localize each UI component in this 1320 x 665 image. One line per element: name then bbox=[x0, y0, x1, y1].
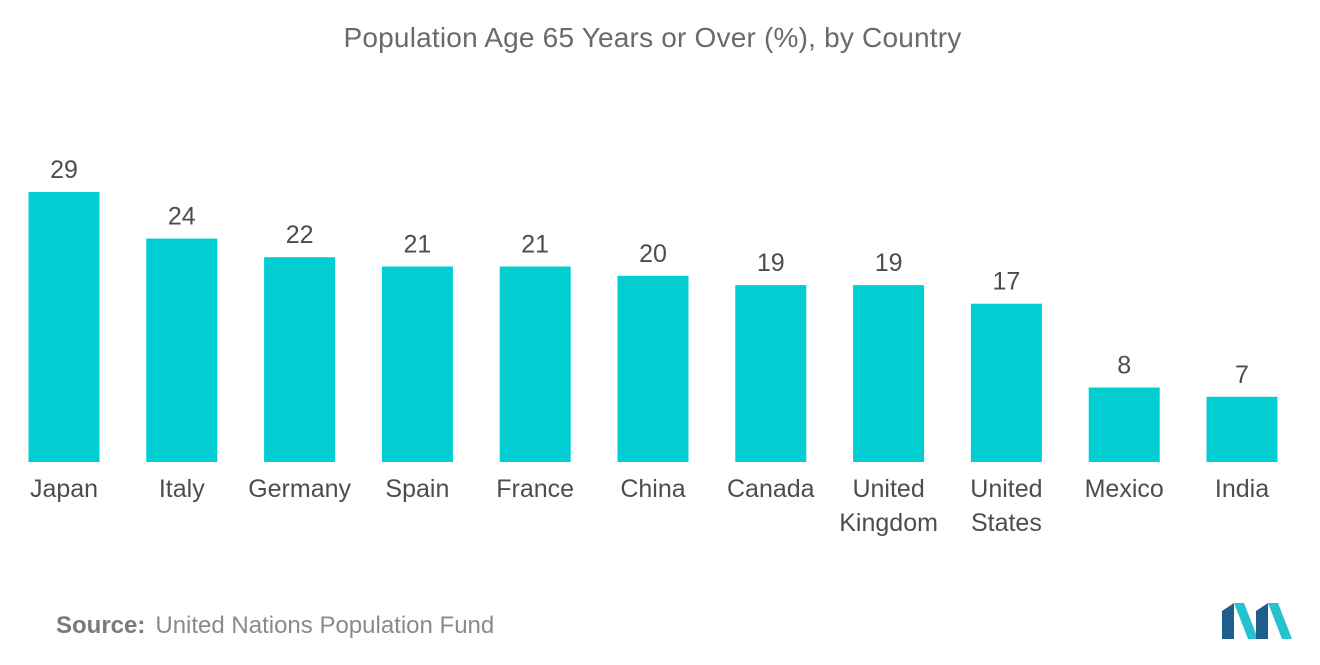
source-note: Source: United Nations Population Fund bbox=[56, 612, 494, 640]
category-label: Japan bbox=[30, 475, 98, 503]
bar-germany bbox=[264, 257, 336, 462]
category-label: Italy bbox=[159, 475, 205, 503]
category-label: China bbox=[620, 475, 685, 503]
bar-mexico bbox=[1088, 387, 1160, 462]
bar-france bbox=[499, 266, 571, 462]
bar-italy bbox=[146, 238, 218, 462]
bar-chart: 29 24 22 21 21 20 19 19 17 8 7 Japan Italy Germany Sp… bbox=[28, 156, 1278, 537]
value-label: 17 bbox=[992, 268, 1020, 296]
value-label: 21 bbox=[403, 231, 431, 259]
bar-united-states bbox=[970, 303, 1042, 462]
source-text: United Nations Population Fund bbox=[155, 612, 495, 639]
category-label: Spain bbox=[385, 475, 449, 503]
value-label: 29 bbox=[50, 156, 78, 184]
bar-spain bbox=[381, 266, 453, 462]
category-label: Germany bbox=[248, 475, 351, 503]
value-label: 21 bbox=[521, 231, 549, 259]
bars-group bbox=[28, 192, 1278, 462]
category-label: Mexico bbox=[1085, 475, 1164, 503]
mordor-intelligence-logo-icon bbox=[1222, 603, 1292, 639]
bar-china bbox=[617, 275, 689, 462]
bar-united-kingdom bbox=[853, 285, 925, 462]
category-label: India bbox=[1215, 475, 1269, 503]
source-label: Source: bbox=[56, 612, 146, 639]
value-labels-group: 29 24 22 21 21 20 19 19 17 8 7 bbox=[50, 156, 1249, 389]
chart-title: Population Age 65 Years or Over (%), by … bbox=[343, 22, 962, 53]
value-label: 7 bbox=[1235, 361, 1249, 389]
category-label: France bbox=[496, 475, 574, 503]
category-label: United States bbox=[970, 475, 1042, 537]
bar-japan bbox=[28, 192, 100, 462]
value-label: 19 bbox=[757, 249, 785, 277]
value-label: 22 bbox=[286, 221, 314, 249]
value-label: 8 bbox=[1117, 352, 1131, 380]
category-labels-group: Japan Italy Germany Spain France China Canada U… bbox=[30, 475, 1269, 537]
category-label: Canada bbox=[727, 475, 815, 503]
value-label: 20 bbox=[639, 240, 667, 268]
value-label: 24 bbox=[168, 203, 196, 231]
bar-india bbox=[1206, 396, 1278, 462]
bar-canada bbox=[735, 285, 807, 462]
category-label: United Kingdom bbox=[839, 475, 938, 537]
value-label: 19 bbox=[875, 249, 903, 277]
